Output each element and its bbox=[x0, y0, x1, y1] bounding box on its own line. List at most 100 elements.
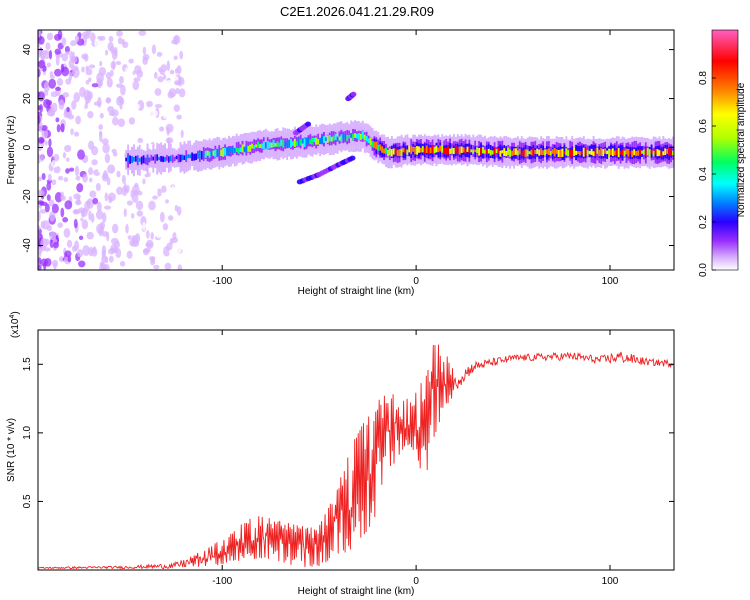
snr-x-label: Height of straight line (km) bbox=[298, 586, 415, 597]
ridge-cell bbox=[340, 134, 343, 143]
ridge-cell bbox=[491, 150, 494, 155]
ridge-cell bbox=[546, 149, 548, 155]
noise-speckle bbox=[145, 239, 154, 249]
noise-speckle bbox=[134, 103, 141, 110]
noise-speckle bbox=[77, 123, 83, 134]
noise-speckle bbox=[64, 144, 72, 153]
ridge-cell bbox=[606, 150, 609, 155]
ridge-cell bbox=[127, 155, 130, 162]
noise-speckle bbox=[66, 157, 70, 162]
ridge-cell bbox=[398, 149, 401, 157]
noise-speckle bbox=[60, 63, 65, 73]
noise-speckle bbox=[99, 35, 106, 41]
ridge-cell bbox=[431, 146, 434, 154]
ridge-cell bbox=[650, 149, 653, 154]
noise-speckle bbox=[153, 264, 160, 270]
ridge-cell bbox=[611, 148, 614, 157]
ridge-cell bbox=[181, 154, 184, 161]
ridge-cell bbox=[148, 157, 151, 163]
noise-speckle bbox=[51, 203, 59, 214]
ridge-cell bbox=[361, 130, 364, 139]
ridge-cell bbox=[317, 139, 320, 145]
colorbar-ticks: 0.0 0.2 0.4 0.6 0.8 bbox=[698, 71, 716, 277]
ridge-cell bbox=[160, 156, 163, 162]
noise-speckle bbox=[98, 226, 104, 237]
ridge-cell bbox=[503, 148, 506, 157]
noise-speckle bbox=[38, 154, 42, 164]
ridge-cell bbox=[272, 139, 275, 148]
noise-speckle bbox=[77, 207, 86, 214]
ridge-cell bbox=[162, 156, 165, 163]
noise-speckle bbox=[119, 104, 123, 110]
noise-speckle bbox=[169, 69, 175, 75]
noise-speckle bbox=[46, 181, 52, 191]
noise-speckle bbox=[104, 192, 109, 202]
ridge-cell bbox=[571, 149, 574, 157]
noise-speckle bbox=[46, 62, 52, 68]
snr-y-tick-label: 1.5 bbox=[22, 357, 33, 371]
noise-speckle bbox=[43, 81, 50, 93]
ridge-cell bbox=[637, 150, 640, 156]
noise-speckle bbox=[73, 131, 80, 137]
ridge-cell bbox=[276, 141, 279, 147]
ridge-cell bbox=[388, 148, 391, 156]
ridge-cell bbox=[379, 144, 382, 151]
ridge-cell bbox=[257, 141, 260, 148]
noise-speckle bbox=[107, 136, 114, 147]
snr-x-tick-label: -100 bbox=[212, 576, 232, 587]
noise-speckle bbox=[67, 114, 75, 120]
noise-speckle bbox=[141, 181, 147, 188]
noise-speckle bbox=[134, 32, 139, 39]
snr-y-tick-label: 1.0 bbox=[22, 425, 33, 439]
ridge-cell bbox=[534, 150, 537, 154]
ridge-cell bbox=[200, 151, 203, 160]
ridge-cell bbox=[435, 145, 438, 153]
ridge-cell bbox=[425, 145, 428, 154]
ridge-cell bbox=[321, 135, 324, 144]
noise-speckle bbox=[71, 100, 77, 110]
ridge-cell bbox=[280, 139, 283, 146]
ridge-cell bbox=[377, 144, 380, 151]
snr-multiplier-base: (x10 bbox=[10, 318, 21, 338]
ridge-cell bbox=[222, 148, 225, 157]
ridge-cell bbox=[371, 141, 374, 147]
noise-speckle bbox=[48, 50, 53, 60]
ridge-cell bbox=[482, 146, 484, 154]
ridge-cell bbox=[668, 147, 671, 156]
ridge-cell bbox=[402, 147, 405, 153]
ridge-cell bbox=[485, 149, 488, 155]
ridge-cell bbox=[198, 151, 201, 159]
noise-speckle bbox=[154, 88, 162, 96]
ridge-cell bbox=[493, 147, 496, 155]
ridge-cell bbox=[210, 150, 213, 156]
ridge-cell bbox=[326, 135, 329, 143]
noise-speckle bbox=[99, 131, 103, 143]
ridge-cell bbox=[567, 150, 570, 157]
noise-speckle bbox=[138, 30, 147, 36]
noise-speckle bbox=[127, 235, 132, 240]
ridge-cell bbox=[195, 153, 197, 161]
noise-speckle bbox=[135, 200, 144, 211]
ridge-cell bbox=[375, 141, 378, 150]
ridge-cell bbox=[214, 149, 217, 158]
noise-speckle bbox=[155, 201, 161, 209]
ridge-cell bbox=[167, 156, 170, 163]
noise-speckle bbox=[173, 55, 178, 61]
ridge-cell bbox=[140, 156, 143, 165]
noise-speckle bbox=[38, 264, 42, 270]
noise-speckle bbox=[64, 200, 73, 210]
noise-speckle bbox=[52, 241, 59, 249]
ridge-cell bbox=[416, 146, 419, 155]
ridge-cell bbox=[421, 146, 424, 153]
ridge-cell bbox=[303, 138, 306, 147]
ridge-cell bbox=[385, 147, 388, 154]
spectrogram-x-tick-label: -100 bbox=[212, 276, 232, 287]
noise-speckle bbox=[94, 38, 101, 49]
noise-speckle bbox=[38, 91, 45, 102]
ridge-cell bbox=[266, 141, 269, 150]
ridge-cell bbox=[615, 149, 618, 155]
ridge-cell bbox=[299, 139, 302, 146]
ridge-cell bbox=[460, 146, 463, 154]
colorbar-tick-label: 0.0 bbox=[698, 263, 709, 277]
noise-speckle bbox=[68, 59, 75, 69]
